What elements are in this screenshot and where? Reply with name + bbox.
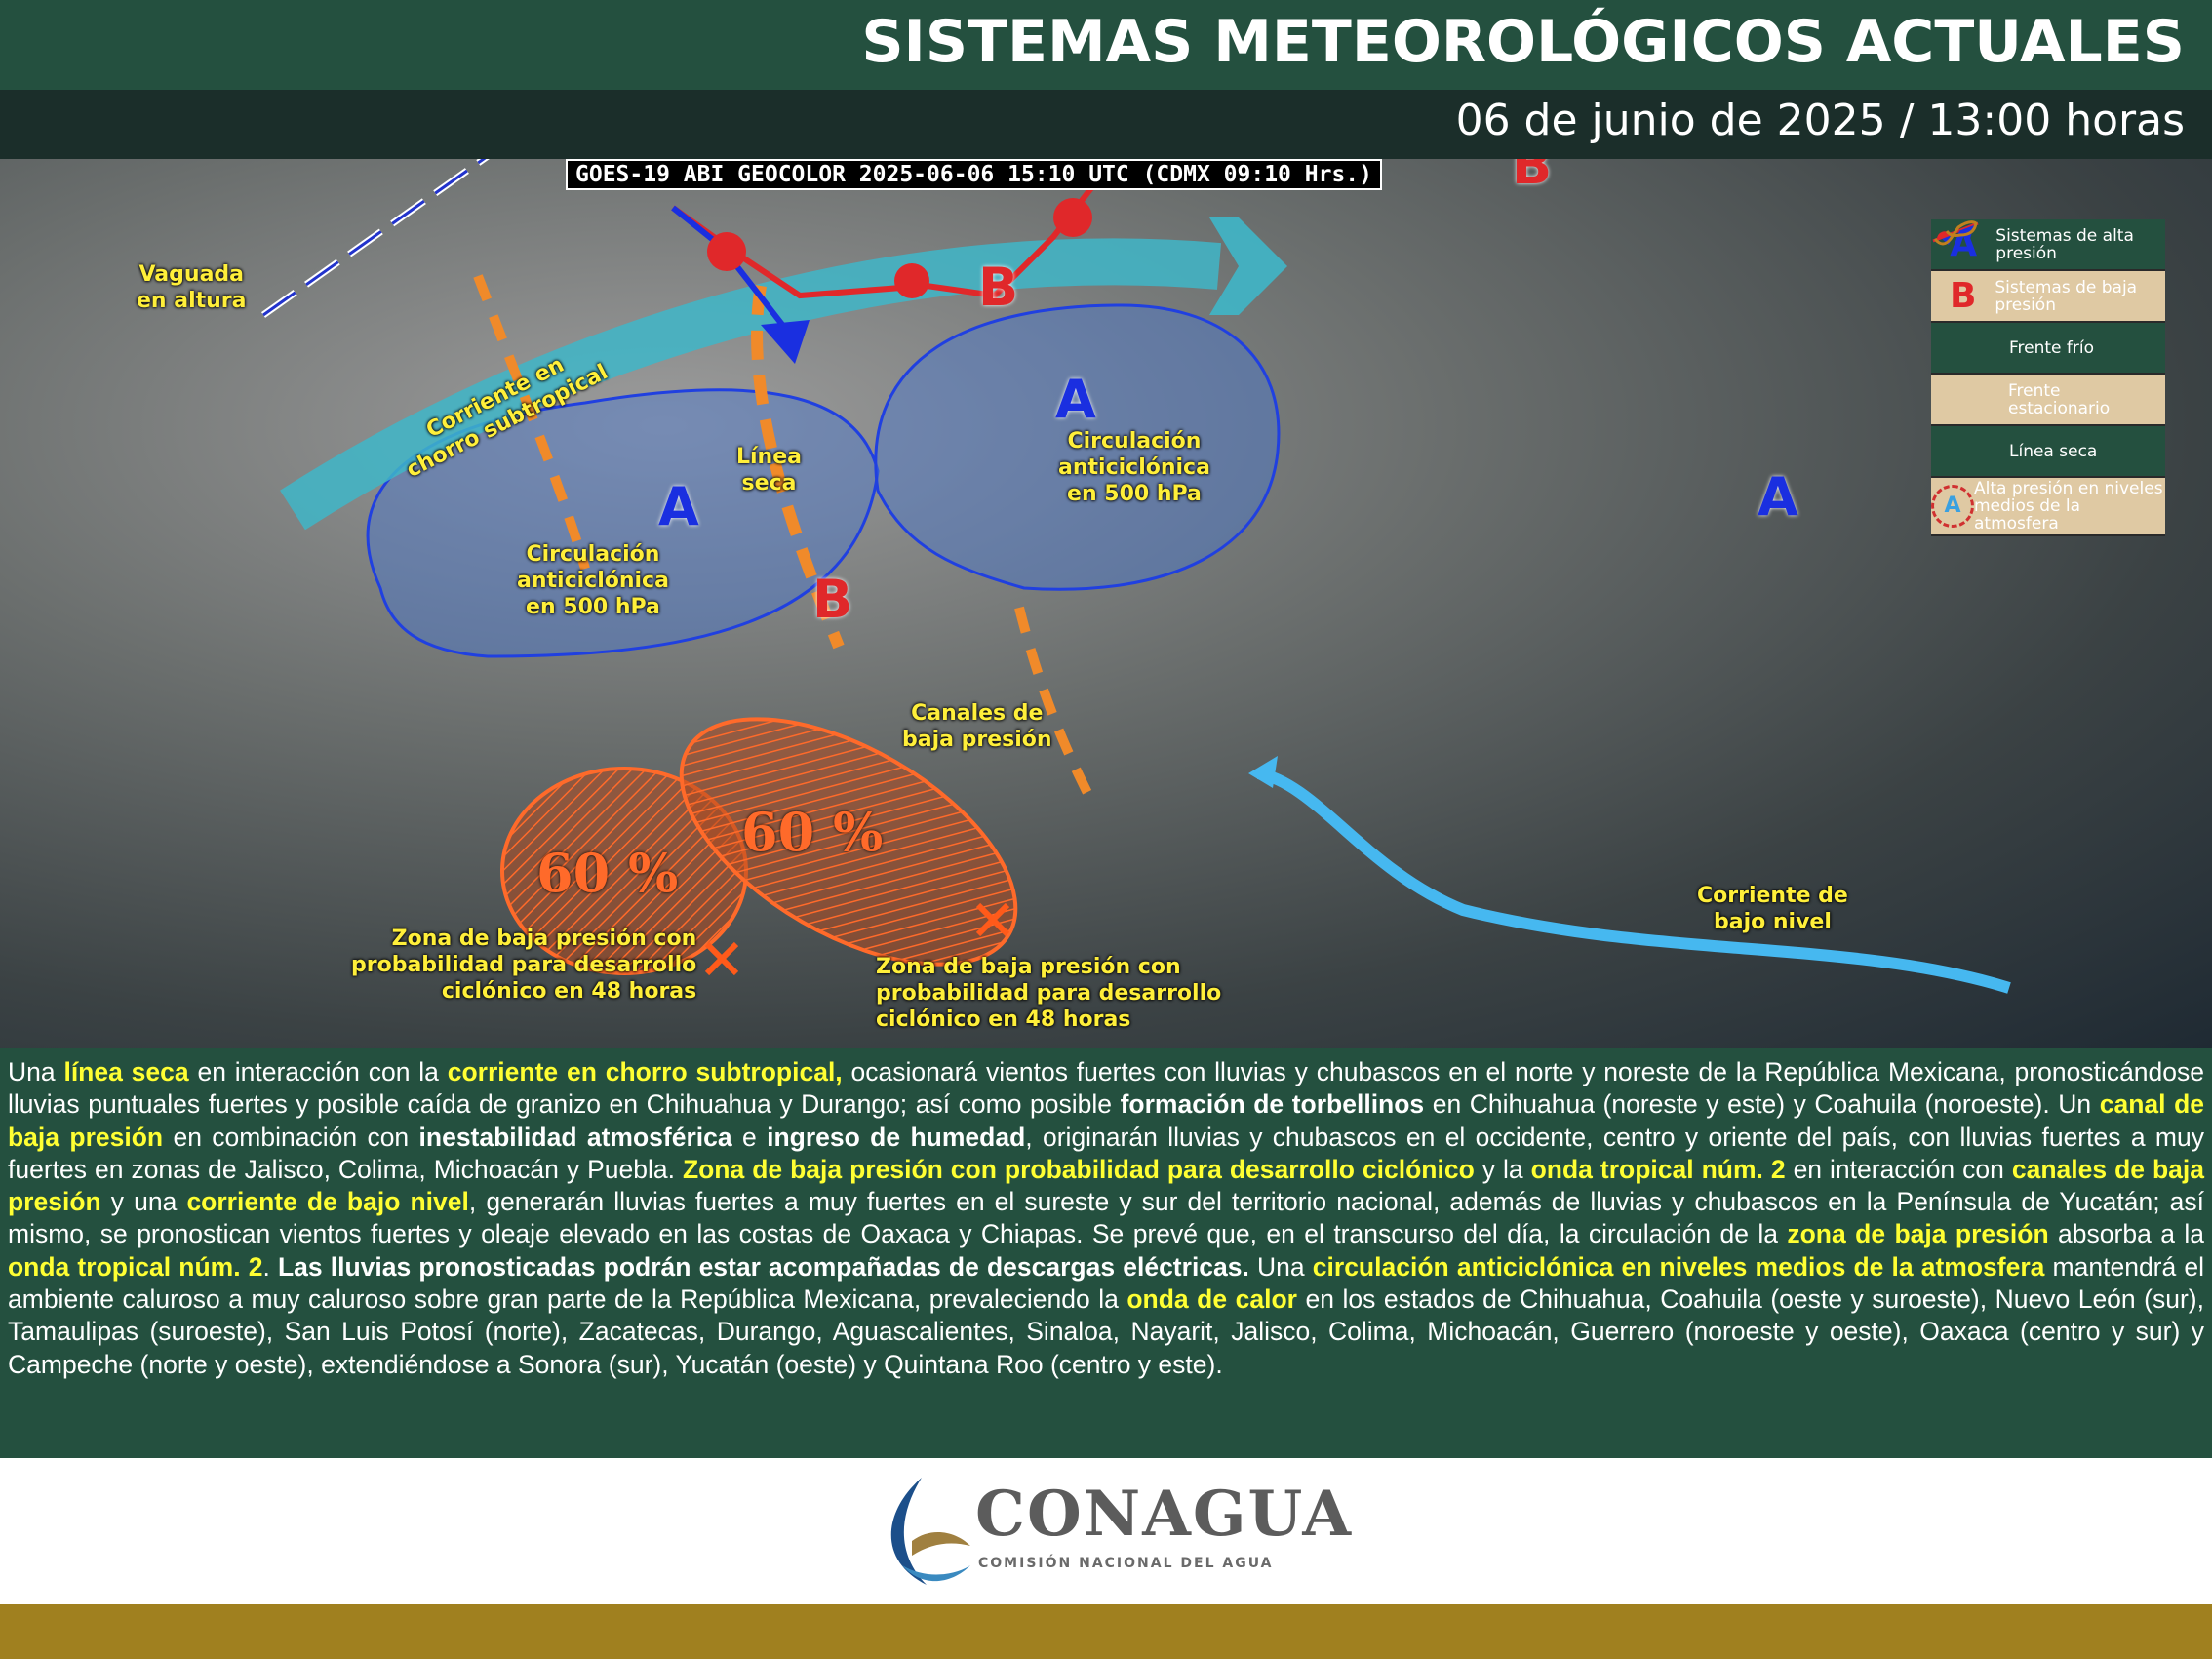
legend-label: Alta presión en niveles medios de la atm…	[1974, 479, 2163, 533]
text-segment: y la	[1474, 1154, 1531, 1184]
probability-left: 60 %	[536, 842, 679, 904]
cold-front-triangle	[761, 320, 810, 364]
cyclone-x-mark	[704, 902, 1010, 976]
text-segment: formación de torbellinos	[1120, 1089, 1425, 1120]
text-segment: en interacción con la	[188, 1057, 448, 1086]
footer-bar	[0, 1604, 2212, 1659]
legend-item-stationary-front: Frente estacionario	[1931, 221, 2165, 426]
logo-subtitle: COMISIÓN NACIONAL DEL AGUA	[978, 1556, 1274, 1571]
page-title: SISTEMAS METEOROLÓGICOS ACTUALES	[0, 0, 2212, 90]
legend-label: Línea seca	[2009, 441, 2098, 461]
low-pressure-trough-2	[1014, 606, 1097, 806]
warm-front-bulge	[1053, 198, 1092, 237]
text-segment: Una	[1248, 1251, 1313, 1282]
highlighted-text: corriente de bajo nivel	[186, 1187, 469, 1217]
map-legend: A Sistemas de alta presión B Sistemas de b…	[1931, 219, 2165, 536]
text-segment: Una	[8, 1057, 64, 1086]
satellite-timestamp: GOES-19 ABI GEOCOLOR 2025-06-06 15:10 UT…	[566, 159, 1382, 190]
low-pressure-zone-right	[679, 717, 1018, 967]
conagua-emblem-icon	[890, 1478, 970, 1585]
low-level-jet	[1256, 768, 2011, 994]
highlighted-text: Zona de baja presión con probabilidad pa…	[682, 1154, 1475, 1184]
label-low-zone-right: Zona de baja presión con probabilidad pa…	[876, 955, 1222, 1032]
high-pressure-symbol: A	[658, 476, 699, 537]
satellite-map: GOES-19 ABI GEOCOLOR 2025-06-06 15:10 UT…	[0, 159, 2212, 1048]
text-segment: , originarán lluvias y chubascos en el o…	[8, 1122, 2204, 1184]
highlighted-text: onda tropical núm. 2	[8, 1251, 263, 1282]
text-segment: y una	[100, 1187, 187, 1217]
forecast-description: Una línea seca en interacción con la cor…	[0, 1048, 2212, 1458]
text-segment: en interacción con	[1785, 1154, 2012, 1184]
low-pressure-symbol: B	[1512, 159, 1553, 196]
label-low-zone-left: Zona de baja presión con probabilidad pa…	[351, 927, 697, 1004]
label-low-level-jet: Corriente de bajo nivel	[1697, 884, 1848, 934]
upper-trough-line-blue	[262, 159, 487, 317]
legend-label: Frente frío	[2009, 337, 2095, 358]
label-anticyclone-left: Circulación anticiclónica en 500 hPa	[517, 542, 669, 619]
footer-logo-area: CONAGUA COMISIÓN NACIONAL DEL AGUA	[0, 1458, 2212, 1604]
legend-label: Sistemas de alta presión	[1995, 225, 2134, 263]
legend-item-mid-level-high: A Alta presión en niveles medios de la at…	[1931, 478, 2165, 536]
mid-level-high-icon: A	[1931, 485, 1974, 528]
text-segment: en los estados de Chihuahua, Coahuila (o…	[8, 1284, 2204, 1379]
text-segment: ocasionará vientos fuertes con lluvias y…	[8, 1057, 2205, 1120]
highlighted-text: zona de baja presión	[1787, 1219, 2049, 1249]
map-overlays	[260, 159, 2011, 994]
subtropical-jet	[280, 238, 1222, 531]
anticyclone-right	[874, 303, 1281, 591]
highlighted-text: circulación anticiclónica en niveles med…	[1312, 1251, 2045, 1282]
low-pressure-symbol: B	[978, 257, 1019, 318]
highlighted-text: onda tropical núm. 2	[1530, 1154, 1786, 1184]
label-dry-line: Línea seca	[736, 445, 802, 495]
high-pressure-symbol: A	[1055, 369, 1096, 430]
upper-trough-line	[260, 159, 490, 318]
low-pressure-icon: B	[1949, 275, 1977, 316]
highlighted-text: canales de baja presión	[8, 1154, 2205, 1217]
legend-item-low: B Sistemas de baja presión	[1931, 271, 2165, 323]
warm-front-bulge	[894, 263, 929, 298]
text-segment: inestabilidad atmosférica	[418, 1122, 732, 1152]
text-segment: .	[262, 1251, 278, 1282]
highlighted-text: línea seca	[63, 1057, 189, 1086]
highlighted-text: corriente en chorro subtropical,	[447, 1057, 843, 1086]
label-anticyclone-right: Circulación anticiclónica en 500 hPa	[1058, 429, 1210, 506]
highlighted-text: canal de baja presión	[8, 1089, 2204, 1152]
dry-line	[751, 285, 845, 650]
text-segment: e	[731, 1122, 768, 1152]
jet-arrowhead	[1209, 217, 1287, 315]
low-pressure-trough-1	[473, 274, 590, 571]
text-segment: , generarán lluvias fuertes a muy fuerte…	[8, 1187, 2204, 1249]
text-segment: ingreso de humedad	[767, 1122, 1026, 1152]
highlighted-text: onda de calor	[1126, 1284, 1297, 1315]
probability-right: 60 %	[741, 801, 884, 863]
label-upper-trough: Vaguada en altura	[137, 262, 247, 313]
high-pressure-symbol: A	[1758, 466, 1798, 528]
text-segment: Las lluvias pronosticadas podrán estar a…	[277, 1251, 1249, 1282]
low-level-jet-arrowhead	[1248, 756, 1278, 788]
mid-level-high-glyph: A	[1931, 485, 1974, 528]
date-time: 06 de junio de 2025 / 13:00 horas	[0, 90, 2212, 159]
warm-front-bulge	[707, 232, 746, 271]
label-low-pressure-troughs: Canales de baja presión	[902, 701, 1052, 752]
text-segment: en combinación con	[163, 1122, 419, 1152]
text-segment: absorba a la	[2048, 1219, 2204, 1249]
legend-label: Frente estacionario	[2007, 380, 2111, 418]
text-segment: en Chihuahua (noreste y este) y Coahuila…	[1424, 1089, 2100, 1120]
text-segment: mantendrá el ambiente caluroso a muy cal…	[8, 1251, 2205, 1315]
legend-label: Sistemas de baja presión	[1995, 277, 2138, 315]
low-pressure-symbol: B	[812, 569, 853, 630]
legend-item-dry-line: Línea seca	[1931, 220, 2165, 478]
legend-item-cold-front: Frente frío	[1931, 221, 2165, 375]
logo-name: CONAGUA	[975, 1478, 1353, 1551]
